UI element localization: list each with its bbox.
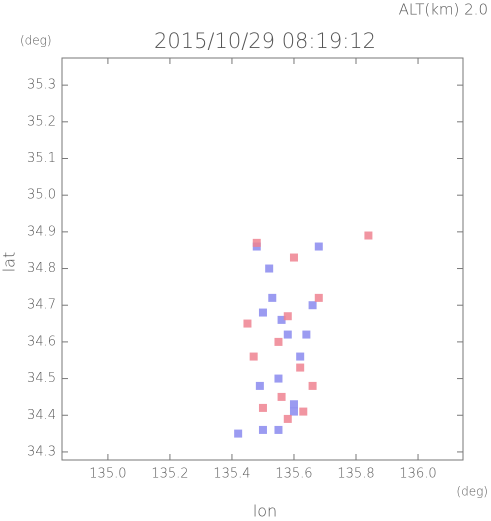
y-tick-label: 35.1 [27,151,56,166]
radar-echo [265,264,274,273]
radar-echo [302,330,311,339]
radar-echo [258,308,267,317]
radar-echo [258,403,267,412]
y-tick-label: 34.7 [27,298,56,313]
y-tick-label: 34.5 [27,371,56,386]
radar-echo [296,363,305,372]
radar-echo [249,352,258,361]
radar-echo [234,429,243,438]
radar-echo [289,253,298,262]
x-tick-label: 135.6 [275,467,312,482]
y-tick-label: 35.2 [27,114,56,129]
y-tick-label: 34.6 [27,334,56,349]
radar-echo [274,374,283,383]
radar-echo [289,400,298,409]
radar-echo [277,315,286,324]
y-unit: (deg) [20,34,52,48]
radar-echo [283,414,292,423]
radar-echo [308,301,317,310]
altitude-annotation: ALT(km) 2.0 [399,1,488,19]
radar-echo [289,407,298,416]
radar-echo [314,242,323,251]
plot-frame [61,57,464,461]
radar-echo [274,425,283,434]
x-tick-label: 136.0 [399,467,436,482]
y-tick-label: 34.3 [27,444,56,459]
x-tick-label: 135.2 [151,467,188,482]
radar-echo [268,293,277,302]
radar-echo [255,381,264,390]
x-axis-label: lon [253,502,277,521]
y-axis-label: lat [0,252,19,273]
y-tick-label: 34.9 [27,224,56,239]
y-tick-label: 35.3 [27,78,56,93]
radar-echo [283,330,292,339]
radar-echo [252,238,261,247]
y-tick-label: 34.8 [27,261,56,276]
y-tick-label: 35.0 [27,188,56,203]
radar-echo [364,231,373,240]
x-tick-label: 135.0 [89,467,126,482]
radar-echo [243,319,252,328]
radar-echo [274,337,283,346]
chart-title: 2015/10/29 08:19:12 [154,29,376,53]
x-unit: (deg) [456,485,488,499]
radar-echo [283,312,292,321]
y-tick-label: 34.4 [27,408,56,423]
radar-echo [277,392,286,401]
radar-echo [314,293,323,302]
x-tick-label: 135.8 [337,467,374,482]
x-tick-label: 135.4 [213,467,250,482]
radar-echo [296,352,305,361]
radar-echo [258,425,267,434]
radar-echo [308,381,317,390]
radar-echo [299,407,308,416]
